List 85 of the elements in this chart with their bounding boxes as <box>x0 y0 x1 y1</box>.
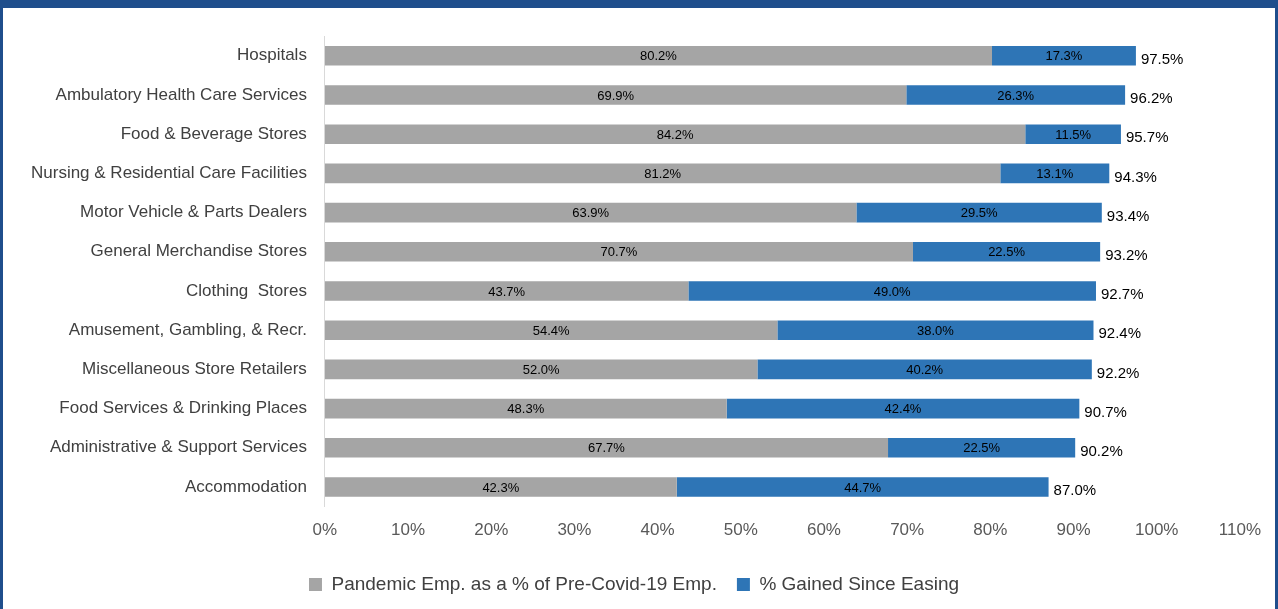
y-tick-label: Food Services & Drinking Places <box>59 398 307 418</box>
x-tick-label: 20% <box>474 520 509 540</box>
total-label: 93.4% <box>1106 206 1150 224</box>
y-tick-label: Ambulatory Health Care Services <box>55 84 307 104</box>
data-label: 17.3% <box>1045 48 1083 64</box>
x-tick-label: 60% <box>806 520 841 540</box>
bar <box>324 124 1026 144</box>
x-tick-label: 90% <box>1056 520 1091 540</box>
total-label: 93.2% <box>1105 245 1148 263</box>
bar <box>856 202 1102 223</box>
x-tick-label: 0% <box>312 520 338 540</box>
data-label: 52.0% <box>522 361 561 377</box>
bar <box>992 46 1136 66</box>
data-label: 44.7% <box>844 479 882 495</box>
bar <box>324 46 993 66</box>
bar <box>324 320 778 340</box>
bar <box>757 359 1092 380</box>
y-tick-label: Amusement, Gambling, & Recr. <box>68 319 307 339</box>
data-label: 54.4% <box>532 322 571 338</box>
x-tick-label: 70% <box>890 520 925 540</box>
y-tick-label: Motor Vehicle & Parts Dealers <box>80 202 307 222</box>
x-tick-label: 80% <box>973 520 1008 540</box>
bar <box>676 477 1049 497</box>
total-label: 90.2% <box>1080 441 1123 459</box>
bar <box>906 85 1126 105</box>
data-label: 84.2% <box>656 126 694 142</box>
data-label: 81.2% <box>644 165 682 181</box>
x-tick-label: 30% <box>557 520 592 540</box>
data-label: 38.0% <box>917 322 955 338</box>
y-tick-label: General Merchandise Stores <box>90 241 307 261</box>
y-tick-label: Clothing Stores <box>185 280 307 300</box>
total-label: 92.4% <box>1098 324 1142 342</box>
data-label: 13.1% <box>1036 165 1074 181</box>
bar <box>777 320 1094 340</box>
data-label: 63.9% <box>572 205 610 221</box>
x-tick-label: 100% <box>1134 520 1179 540</box>
data-label: 49.0% <box>873 283 912 299</box>
bar <box>324 242 913 262</box>
total-label: 92.7% <box>1100 285 1144 303</box>
bar <box>324 85 907 105</box>
bar <box>324 163 1001 184</box>
total-label: 94.3% <box>1114 167 1157 185</box>
bar <box>324 438 889 458</box>
data-label: 42.4% <box>884 401 922 417</box>
data-label: 26.3% <box>997 87 1035 103</box>
bar <box>688 281 1096 301</box>
data-label: 48.3% <box>507 401 545 417</box>
total-label: 92.2% <box>1096 363 1140 381</box>
data-label: 67.7% <box>588 440 626 456</box>
data-label: 22.5% <box>988 244 1026 260</box>
bar <box>324 202 857 223</box>
bar <box>324 281 689 301</box>
data-label: 42.3% <box>482 479 520 495</box>
bar <box>726 398 1080 419</box>
total-label: 95.7% <box>1125 128 1169 146</box>
y-tick-label: Hospitals <box>236 45 307 65</box>
x-tick-label: 40% <box>640 520 675 540</box>
data-label: 29.5% <box>960 205 998 221</box>
data-label: 70.7% <box>600 244 638 260</box>
y-tick-label: Food & Beverage Stores <box>120 123 307 143</box>
data-label: 69.9% <box>597 87 635 103</box>
total-label: 87.0% <box>1053 481 1097 499</box>
y-tick-label: Nursing & Residential Care Facilities <box>30 163 307 183</box>
bar <box>324 359 758 380</box>
total-label: 90.7% <box>1084 402 1127 420</box>
x-tick-label: 10% <box>391 520 426 540</box>
y-tick-label: Administrative & Support Services <box>49 437 307 457</box>
total-label: 97.5% <box>1140 49 1184 67</box>
bar <box>324 398 727 419</box>
data-label: 43.7% <box>488 283 526 299</box>
data-label: 22.5% <box>963 440 1001 456</box>
y-tick-label: Miscellaneous Store Retailers <box>81 359 307 379</box>
legend-label: Pandemic Emp. as a % of Pre-Covid-19 Emp. <box>331 572 717 594</box>
x-tick-label: 50% <box>723 520 758 540</box>
data-label: 80.2% <box>640 48 678 64</box>
total-label: 96.2% <box>1130 89 1173 107</box>
data-label: 11.5% <box>1055 126 1092 142</box>
data-label: 40.2% <box>906 361 944 377</box>
legend-label: % Gained Since Easing <box>759 572 960 594</box>
bar <box>888 438 1076 458</box>
bar <box>912 242 1101 262</box>
x-tick-label: 110% <box>1218 520 1261 540</box>
bar <box>324 477 677 497</box>
y-tick-label: Accommodation <box>184 476 307 496</box>
bar <box>1025 124 1121 144</box>
